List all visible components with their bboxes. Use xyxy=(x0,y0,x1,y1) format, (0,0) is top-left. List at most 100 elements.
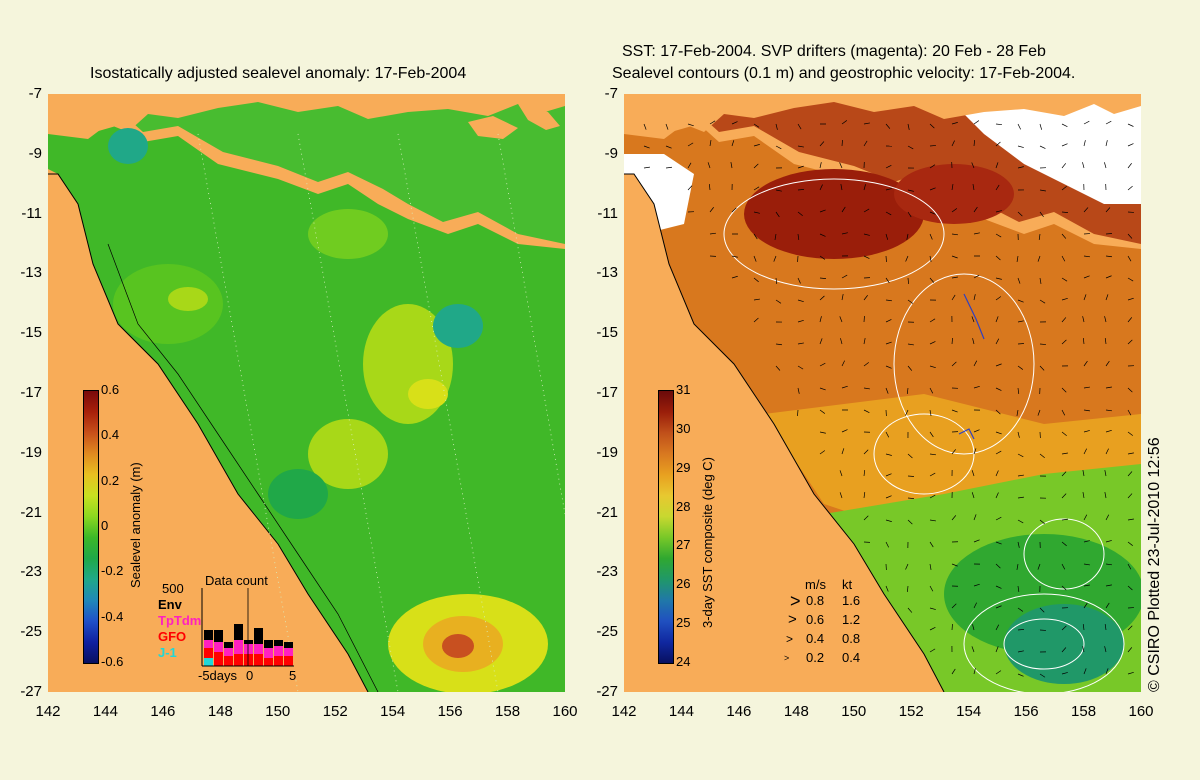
velocity-arrow xyxy=(973,583,980,587)
velocity-arrow xyxy=(841,139,843,147)
right-lat-tick: -21 xyxy=(596,503,618,521)
velocity-arrow xyxy=(841,429,848,433)
velocity-arrow xyxy=(929,431,934,438)
velocity-arrow xyxy=(797,342,804,345)
velocity-arrow xyxy=(1039,123,1042,130)
velocity-arrow xyxy=(885,164,892,169)
left-lon-tick: 160 xyxy=(552,703,578,720)
left-lat-tick: -15 xyxy=(20,324,42,342)
velocity-arrow xyxy=(1061,431,1067,436)
velocity-arrow xyxy=(775,189,782,192)
velocity-arrow xyxy=(1105,140,1108,147)
velocity-arrow xyxy=(1039,211,1044,218)
velocity-arrow xyxy=(885,365,892,369)
velocity-arrow xyxy=(1016,255,1019,262)
velocity-arrow xyxy=(995,338,1000,345)
velocity-arrow xyxy=(1017,166,1024,169)
histogram-bar xyxy=(284,648,293,656)
right-lon-tick: 142 xyxy=(611,703,637,720)
velocity-arrow xyxy=(775,211,780,218)
velocity-arrow xyxy=(1017,431,1020,438)
velocity-arrow xyxy=(905,409,909,416)
velocity-arrow xyxy=(1082,470,1085,477)
velocity-arrow xyxy=(1127,255,1132,262)
velocity-arrow xyxy=(775,299,782,304)
velocity-arrow xyxy=(885,188,892,191)
velocity-arrow xyxy=(1061,211,1069,213)
new-guinea-land xyxy=(48,94,565,139)
velocity-arrow xyxy=(973,274,980,279)
velocity-arrow xyxy=(951,184,954,191)
velocity-arrow xyxy=(995,296,1002,301)
sst-map-canvas xyxy=(624,94,1141,692)
velocity-arrow xyxy=(731,207,737,213)
velocity-arrow xyxy=(841,448,845,455)
velocity-arrow xyxy=(687,162,692,169)
velocity-arrow xyxy=(797,233,800,240)
velocity-arrow xyxy=(863,122,870,125)
velocity-arrow xyxy=(753,186,760,191)
plot-credit: © CSIRO Plotted 23-Jul-2010 12:56 xyxy=(1146,437,1163,692)
velocity-arrow xyxy=(973,139,975,147)
velocity-arrow xyxy=(1127,647,1133,653)
velocity-arrow xyxy=(1105,294,1109,301)
velocity-arrow xyxy=(863,233,870,236)
velocity-arrow xyxy=(1083,448,1088,455)
velocity-arrow xyxy=(753,123,760,128)
velocity-arrow xyxy=(951,276,958,279)
velocity-arrow xyxy=(1105,668,1109,675)
reef-contour xyxy=(107,243,379,692)
velocity-arrow xyxy=(1127,518,1134,521)
velocity-arrow xyxy=(731,121,738,125)
velocity-arrow xyxy=(1127,297,1134,301)
velocity-arrow xyxy=(1017,673,1024,677)
velocity-arrow xyxy=(1061,123,1068,127)
velocity-arrow xyxy=(995,450,1002,455)
velocity-arrow xyxy=(1105,584,1112,587)
right-lon-tick: 158 xyxy=(1071,703,1097,720)
sealevel-contours xyxy=(723,178,1125,692)
left-lat-tick: -27 xyxy=(20,683,42,700)
velocity-arrow xyxy=(951,409,958,413)
velocity-arrow xyxy=(1083,360,1088,367)
velocity-arrow xyxy=(1061,647,1067,653)
velocity-arrow xyxy=(863,362,869,367)
mission-label: J-1 xyxy=(158,645,177,660)
velocity-arrow xyxy=(906,387,909,394)
velocity-arrow xyxy=(995,431,1002,435)
velocity-legend-kt: 1.6 xyxy=(842,593,861,608)
sealevel-colorbar-tick: -0.4 xyxy=(101,608,124,624)
right-map-title-line2: Sealevel contours (0.1 m) and geostrophi… xyxy=(612,65,1076,82)
velocity-arrow xyxy=(951,361,957,367)
velocity-legend-ms: 0.4 xyxy=(806,631,825,646)
velocity-arrow xyxy=(951,449,957,455)
velocity-arrow xyxy=(1061,409,1066,416)
velocity-arrow xyxy=(1039,277,1042,284)
velocity-arrow xyxy=(885,541,889,548)
velocity-arrow xyxy=(1127,317,1133,323)
velocity-arrow xyxy=(1083,584,1090,587)
velocity-arrow xyxy=(973,668,976,675)
histogram-bar xyxy=(224,648,233,656)
velocity-arrow xyxy=(995,670,1002,675)
velocity-arrow xyxy=(971,470,975,477)
velocity-arrow xyxy=(907,475,915,477)
velocity-arrow xyxy=(907,123,910,130)
velocity-arrow xyxy=(907,145,914,150)
velocity-arrow xyxy=(1039,673,1046,678)
velocity-arrow xyxy=(995,184,1000,191)
velocity-arrow xyxy=(708,183,711,191)
velocity-arrow xyxy=(1017,277,1021,284)
velocity-arrow xyxy=(839,470,843,477)
data-count-axis-label-mid: 0 xyxy=(246,668,254,683)
velocity-arrow xyxy=(841,120,848,125)
velocity-arrow xyxy=(885,299,892,302)
velocity-arrow xyxy=(1127,143,1134,147)
anomaly-blob xyxy=(268,469,328,519)
velocity-arrow xyxy=(731,275,738,279)
sst-colorbar-tick: 30 xyxy=(676,420,691,436)
velocity-arrow xyxy=(929,607,936,610)
velocity-arrow xyxy=(797,299,804,303)
velocity-arrow xyxy=(840,184,843,191)
left-lat-tick: -13 xyxy=(20,264,42,282)
